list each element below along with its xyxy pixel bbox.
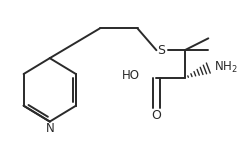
Text: O: O [151,109,161,122]
Text: NH$_2$: NH$_2$ [214,59,238,75]
Text: S: S [157,44,165,57]
Text: N: N [45,122,54,135]
Text: HO: HO [122,69,140,82]
